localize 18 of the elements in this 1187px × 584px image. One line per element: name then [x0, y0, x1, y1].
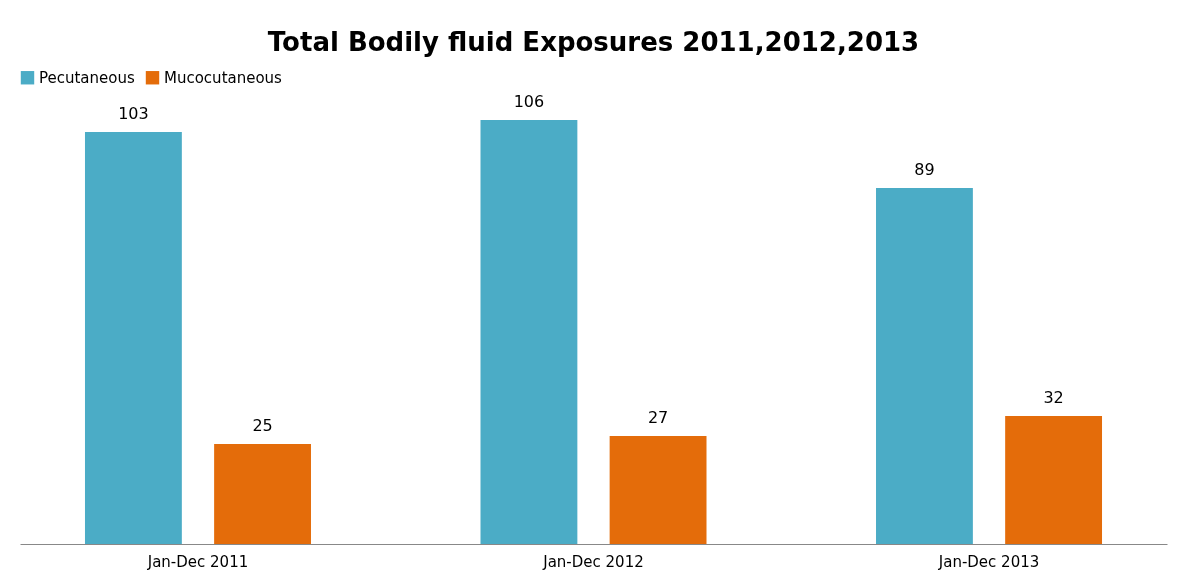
data-label: 103	[118, 104, 149, 123]
data-label: 106	[513, 92, 545, 111]
legend-label: Pecutaneous	[39, 68, 135, 87]
bar	[609, 436, 707, 544]
data-label: 32	[1043, 388, 1064, 407]
x-tick-label: Jan-Dec 2013	[937, 552, 1040, 571]
bar	[84, 132, 182, 544]
bar	[876, 188, 973, 544]
bar	[214, 444, 311, 544]
bar	[1005, 416, 1103, 544]
bar	[480, 120, 578, 544]
data-label: 27	[647, 408, 669, 427]
data-label: 25	[252, 416, 273, 435]
legend-label: Mucocutaneous	[164, 68, 283, 87]
chart-title: Total Bodily fluid Exposures 2011,2012,2013	[267, 27, 920, 57]
x-tick-label: Jan-Dec 2011	[146, 552, 249, 571]
data-label: 89	[914, 160, 935, 179]
x-tick-label: Jan-Dec 2012	[542, 552, 644, 571]
